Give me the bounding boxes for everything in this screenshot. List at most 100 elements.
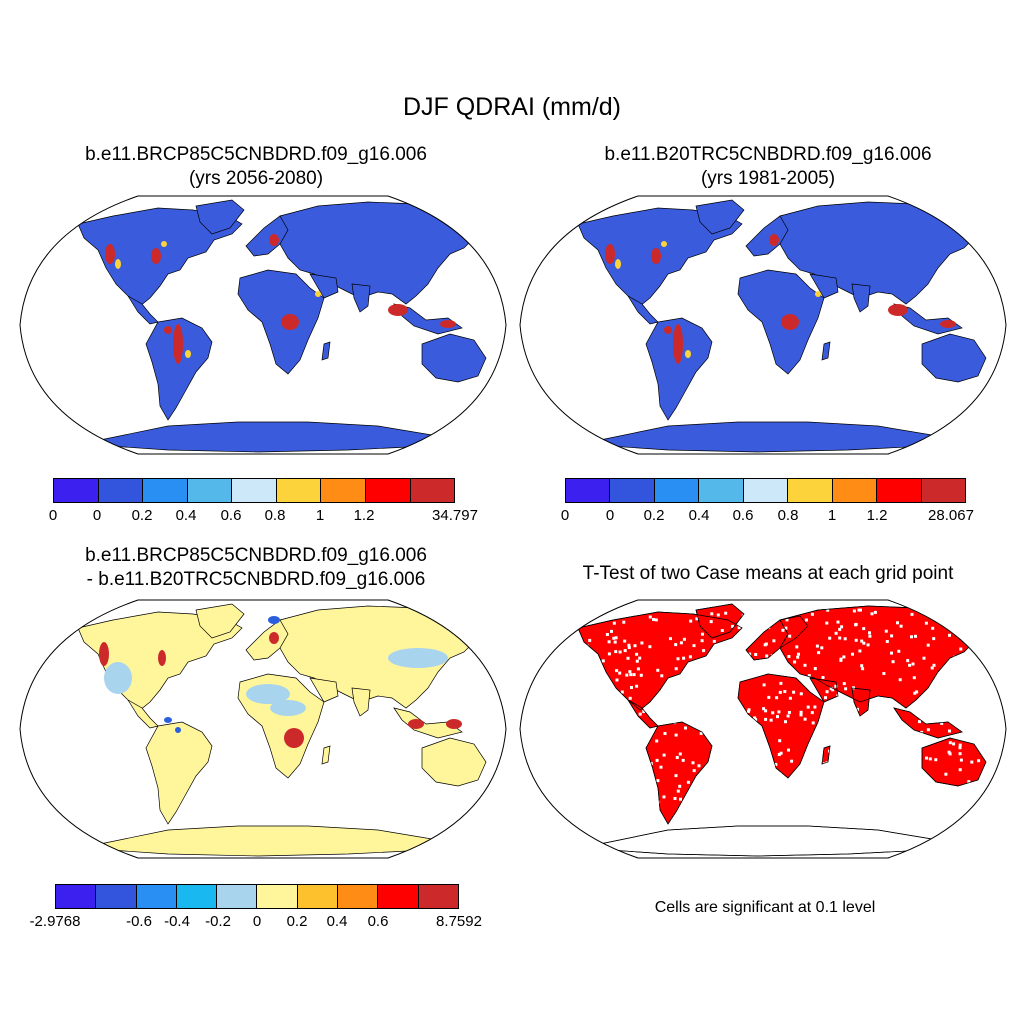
p4-nonsignificant-cell — [986, 665, 990, 669]
p4-nonsignificant-cell — [771, 781, 775, 785]
p4-nonsignificant-cell — [655, 758, 659, 762]
p4-nonsignificant-cell — [784, 626, 788, 630]
panel3-title-line2: - b.e11.B20TRC5CNBDRD.f09_g16.006 — [86, 569, 426, 590]
p4-nonsignificant-cell — [799, 692, 803, 696]
p4-nonsignificant-cell — [712, 639, 716, 643]
p4-nonsignificant-cell — [588, 676, 592, 680]
p4-nonsignificant-cell — [618, 671, 622, 675]
p4-nonsignificant-cell — [909, 794, 912, 798]
colorbar-box — [338, 885, 379, 908]
p4-nonsignificant-cell — [682, 656, 686, 660]
p4-nonsignificant-cell — [861, 667, 865, 671]
p4-nonsignificant-cell — [880, 789, 884, 793]
p4-nonsignificant-cell — [636, 758, 640, 762]
colorbar-tick-label: 1 — [827, 507, 837, 524]
p4-nonsignificant-cell — [702, 649, 706, 653]
p4-nonsignificant-cell — [699, 731, 703, 735]
p4-nonsignificant-cell — [977, 759, 981, 763]
panel2-title-line2: (yrs 1981-2005) — [700, 168, 836, 189]
p2-land-australia — [921, 333, 987, 383]
p4-nonsignificant-cell — [977, 608, 980, 612]
p4-nonsignificant-cell — [797, 652, 800, 656]
p4-nonsignificant-cell — [779, 681, 783, 685]
p4-nonsignificant-cell — [649, 767, 653, 771]
p4-nonsignificant-cell — [606, 701, 610, 705]
p4-nonsignificant-cell — [854, 638, 858, 642]
p4-nonsignificant-cell — [649, 773, 652, 777]
p4-nonsignificant-cell — [729, 658, 733, 662]
p4-nonsignificant-cell — [989, 609, 993, 612]
p4-nonsignificant-cell — [803, 776, 807, 780]
p4-nonsignificant-cell — [771, 793, 775, 797]
p4-coastline-seAsia — [893, 707, 963, 739]
p4-nonsignificant-cell — [628, 696, 632, 700]
p3-small-decrease-region — [246, 684, 290, 704]
p4-nonsignificant-cell — [948, 729, 951, 733]
p4-nonsignificant-cell — [762, 683, 766, 687]
p4-nonsignificant-cell — [851, 652, 854, 656]
p4-nonsignificant-cell — [635, 659, 639, 663]
p1-high-runoff-region — [440, 320, 456, 328]
p4-nonsignificant-cell — [753, 610, 757, 614]
p4-nonsignificant-cell — [724, 611, 728, 615]
p4-nonsignificant-cell — [738, 797, 742, 801]
p4-nonsignificant-cell — [987, 643, 991, 647]
p4-nonsignificant-cell — [678, 784, 682, 788]
p2-high-runoff-region — [664, 326, 672, 334]
p3-land-australia — [421, 737, 487, 787]
p4-nonsignificant-cell — [701, 632, 704, 636]
p4-nonsignificant-cell — [770, 608, 774, 612]
colorbar-tick-label: 0 — [560, 507, 570, 524]
p3-increase-region — [269, 632, 279, 644]
p4-nonsignificant-cell — [630, 611, 634, 614]
p4-nonsignificant-cell — [633, 749, 637, 753]
p1-map-frame — [19, 195, 507, 455]
p4-nonsignificant-cell — [807, 674, 811, 678]
p4-nonsignificant-cell — [737, 626, 741, 630]
p1-warm-region — [161, 241, 167, 247]
p4-nonsignificant-cell — [994, 630, 998, 634]
p4-nonsignificant-cell — [854, 622, 858, 626]
p1-high-runoff-region — [269, 234, 279, 246]
p4-nonsignificant-cell — [923, 692, 927, 696]
p4-nonsignificant-cell — [616, 707, 620, 710]
p4-nonsignificant-cell — [767, 695, 771, 699]
p4-nonsignificant-cell — [762, 623, 766, 627]
p4-nonsignificant-cell — [614, 636, 618, 640]
p4-nonsignificant-cell — [986, 719, 990, 722]
p4-nonsignificant-cell — [773, 658, 777, 662]
p4-nonsignificant-cell — [931, 807, 935, 810]
p4-nonsignificant-cell — [982, 629, 986, 632]
p1-land-antarctica — [99, 421, 439, 453]
p4-nonsignificant-cell — [734, 659, 738, 663]
p4-nonsignificant-cell — [767, 780, 770, 784]
p4-nonsignificant-cell — [747, 629, 751, 633]
p4-nonsignificant-cell — [672, 693, 676, 697]
p4-nonsignificant-cell — [810, 711, 814, 715]
p4-nonsignificant-cell — [898, 678, 902, 682]
p4-nonsignificant-cell — [725, 678, 729, 681]
p4-nonsignificant-cell — [682, 704, 686, 708]
p4-nonsignificant-cell — [679, 716, 683, 720]
p4-coastline-southAmerica — [645, 721, 713, 825]
p4-nonsignificant-cell — [787, 711, 791, 714]
p4-nonsignificant-cell — [896, 621, 899, 625]
colorbar-box — [96, 885, 137, 908]
p1-high-runoff-region — [388, 304, 408, 316]
p4-nonsignificant-cell — [652, 618, 655, 621]
p4-nonsignificant-cell — [634, 610, 638, 614]
p4-nonsignificant-cell — [723, 748, 726, 752]
p4-nonsignificant-cell — [610, 784, 614, 788]
p2-high-runoff-region — [651, 248, 661, 264]
p4-nonsignificant-cell — [873, 715, 877, 719]
p4-nonsignificant-cell — [981, 710, 984, 714]
p4-nonsignificant-cell — [958, 768, 962, 772]
colorbar-box — [654, 479, 700, 502]
p4-nonsignificant-cell — [738, 765, 742, 769]
panel2-title: b.e11.B20TRC5CNBDRD.f09_g16.006 (yrs 198… — [530, 143, 1006, 191]
p4-nonsignificant-cell — [676, 789, 680, 793]
p4-nonsignificant-cell — [852, 686, 855, 690]
p4-nonsignificant-cell — [876, 742, 880, 746]
p4-nonsignificant-cell — [877, 782, 881, 786]
p4-nonsignificant-cell — [842, 655, 846, 659]
